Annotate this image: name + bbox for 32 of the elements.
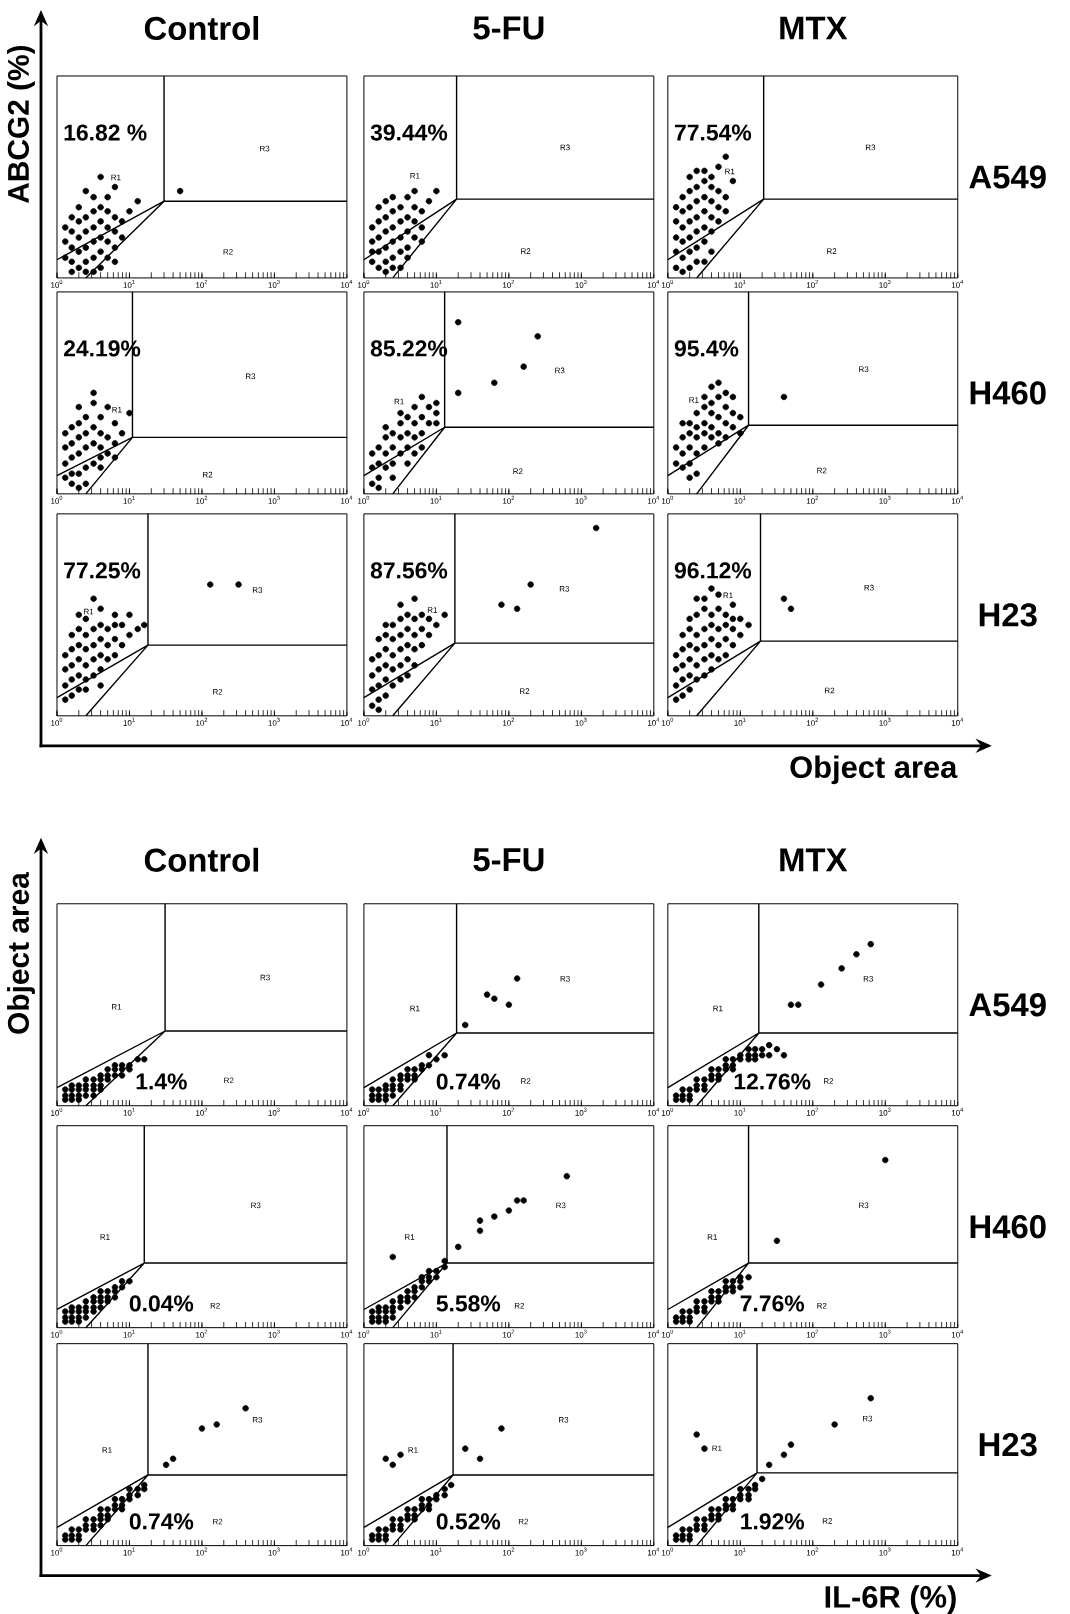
y2-axis-title: H460 <box>970 1215 1046 1239</box>
annotation: 39.44% <box>370 124 448 141</box>
annotation: 87.56% <box>370 562 448 579</box>
annotation: 1.4% <box>136 1073 187 1090</box>
annotation: 95.4% <box>674 340 739 357</box>
annotation: 1.92% <box>741 1513 805 1530</box>
chart-title: Control <box>145 15 259 41</box>
annotation: 0.52% <box>436 1513 501 1530</box>
annotation: 0.74% <box>129 1513 194 1530</box>
annotation: 77.25% <box>64 562 141 579</box>
chart-title: Control <box>145 847 259 872</box>
y2-axis-title: H460 <box>970 381 1046 405</box>
annotation: 16.82 % <box>64 124 147 141</box>
y-axis-title: ABCG2 (%) <box>7 45 36 203</box>
y2-axis-title: A549 <box>969 993 1046 1017</box>
chart-title: MTX <box>780 848 848 872</box>
annotation: 12.76% <box>734 1073 811 1090</box>
annotation: 96.12% <box>674 562 752 579</box>
y2-axis-title: H23 <box>979 1432 1037 1457</box>
chart-title: 5-FU <box>473 848 544 872</box>
y2-axis-title: A549 <box>969 165 1046 189</box>
chart-title: 5-FU <box>473 16 544 40</box>
chart-title: MTX <box>780 16 848 40</box>
y2-axis-title: H23 <box>979 603 1037 627</box>
x-axis-title: Object area <box>790 755 958 785</box>
annotation: 7.76% <box>740 1295 805 1312</box>
annotation: 0.04% <box>129 1295 194 1312</box>
annotation: 77.54% <box>675 124 752 141</box>
x-axis-title: IL-6R (%) <box>825 1585 956 1614</box>
annotation: 0.74% <box>436 1073 501 1090</box>
annotation: 5.58% <box>436 1295 501 1312</box>
y-axis-title: Object area <box>7 872 36 1034</box>
